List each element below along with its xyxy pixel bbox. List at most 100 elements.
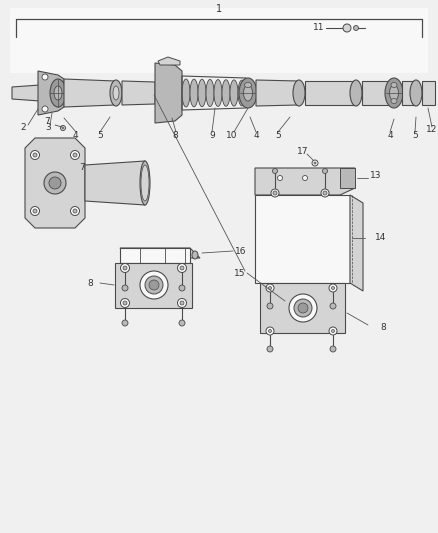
Text: 1: 1 — [216, 4, 222, 14]
Polygon shape — [350, 195, 363, 291]
Ellipse shape — [123, 266, 127, 270]
Ellipse shape — [73, 153, 77, 157]
Ellipse shape — [329, 284, 337, 292]
Ellipse shape — [49, 177, 61, 189]
Polygon shape — [38, 71, 64, 115]
Ellipse shape — [190, 79, 198, 107]
Ellipse shape — [303, 175, 307, 181]
Text: 13: 13 — [370, 172, 381, 181]
Ellipse shape — [293, 80, 305, 106]
Ellipse shape — [122, 285, 128, 291]
Ellipse shape — [266, 284, 274, 292]
Ellipse shape — [244, 85, 252, 101]
Ellipse shape — [330, 303, 336, 309]
Text: 16: 16 — [235, 246, 247, 255]
Ellipse shape — [113, 86, 119, 100]
Ellipse shape — [272, 168, 278, 174]
Ellipse shape — [180, 266, 184, 270]
Ellipse shape — [120, 263, 130, 272]
Ellipse shape — [385, 78, 403, 108]
Text: 5: 5 — [97, 131, 103, 140]
Ellipse shape — [238, 80, 246, 106]
Ellipse shape — [222, 80, 230, 106]
Text: 5: 5 — [275, 131, 281, 140]
Text: 4: 4 — [72, 131, 78, 140]
Ellipse shape — [54, 86, 62, 100]
Ellipse shape — [353, 26, 358, 30]
Ellipse shape — [140, 271, 168, 299]
Text: 9: 9 — [209, 131, 215, 140]
Ellipse shape — [330, 346, 336, 352]
Polygon shape — [362, 81, 392, 105]
Bar — [10, 8, 428, 73]
Ellipse shape — [268, 287, 272, 289]
Ellipse shape — [389, 85, 399, 101]
Ellipse shape — [110, 80, 122, 106]
Ellipse shape — [73, 209, 77, 213]
Text: 15: 15 — [233, 269, 245, 278]
Polygon shape — [256, 80, 298, 106]
Text: 7: 7 — [44, 117, 50, 125]
Text: 7: 7 — [79, 164, 85, 173]
Ellipse shape — [71, 206, 80, 215]
Ellipse shape — [50, 79, 66, 107]
Ellipse shape — [410, 80, 422, 106]
Ellipse shape — [60, 125, 66, 131]
Ellipse shape — [267, 346, 273, 352]
Ellipse shape — [314, 162, 316, 164]
Ellipse shape — [278, 175, 283, 181]
Ellipse shape — [123, 301, 127, 305]
Ellipse shape — [177, 298, 187, 308]
Ellipse shape — [312, 160, 318, 166]
Polygon shape — [120, 248, 200, 258]
Ellipse shape — [31, 150, 39, 159]
Text: 14: 14 — [375, 233, 386, 243]
Ellipse shape — [141, 165, 149, 201]
Text: 10: 10 — [226, 131, 238, 140]
Ellipse shape — [206, 79, 214, 107]
Text: 5: 5 — [412, 131, 418, 140]
Polygon shape — [158, 57, 180, 65]
Text: 8: 8 — [172, 131, 178, 140]
Ellipse shape — [122, 320, 128, 326]
Ellipse shape — [33, 153, 37, 157]
Ellipse shape — [271, 189, 279, 197]
Ellipse shape — [180, 301, 184, 305]
Ellipse shape — [182, 79, 190, 107]
Text: 8: 8 — [380, 324, 386, 333]
Ellipse shape — [391, 83, 397, 87]
Ellipse shape — [321, 189, 329, 197]
Ellipse shape — [244, 83, 251, 87]
Text: 8: 8 — [87, 279, 93, 287]
Ellipse shape — [322, 168, 328, 174]
Text: 4: 4 — [387, 131, 393, 140]
Polygon shape — [115, 263, 192, 308]
Ellipse shape — [332, 287, 335, 289]
Ellipse shape — [289, 294, 317, 322]
Ellipse shape — [149, 280, 159, 290]
Ellipse shape — [31, 206, 39, 215]
Ellipse shape — [33, 209, 37, 213]
Ellipse shape — [332, 329, 335, 333]
Polygon shape — [25, 138, 85, 228]
Polygon shape — [155, 63, 182, 123]
Polygon shape — [402, 81, 415, 105]
Ellipse shape — [198, 79, 206, 107]
Ellipse shape — [145, 276, 163, 294]
Ellipse shape — [329, 327, 337, 335]
Polygon shape — [122, 81, 155, 105]
Ellipse shape — [273, 191, 277, 195]
Ellipse shape — [120, 298, 130, 308]
Polygon shape — [255, 168, 355, 195]
Ellipse shape — [266, 327, 274, 335]
Text: 11: 11 — [312, 23, 324, 33]
Ellipse shape — [62, 127, 64, 129]
Ellipse shape — [192, 251, 198, 259]
Ellipse shape — [140, 161, 150, 205]
Polygon shape — [64, 79, 115, 107]
Ellipse shape — [179, 320, 185, 326]
Ellipse shape — [179, 285, 185, 291]
Ellipse shape — [42, 74, 48, 80]
Ellipse shape — [350, 80, 362, 106]
Polygon shape — [305, 81, 355, 105]
